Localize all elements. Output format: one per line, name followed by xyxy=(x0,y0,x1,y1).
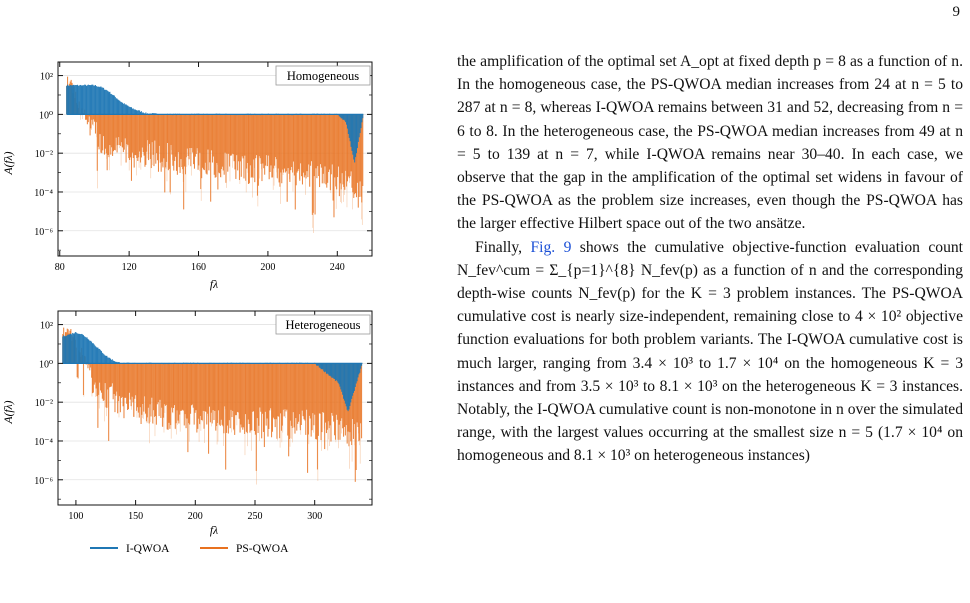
series-ps-qwoa xyxy=(66,76,364,234)
y-axis-label: A(fλ) xyxy=(3,151,15,175)
paragraph-rest: shows the cumulative objective-function … xyxy=(457,238,963,465)
panel-homogeneous: 10² 10⁰ 10⁻² 10⁻⁴ 10⁻⁶ 80 120 160 200 240 Homogen… xyxy=(3,61,373,291)
x-tick-label: 250 xyxy=(247,511,262,522)
x-tick-label: 120 xyxy=(122,262,137,273)
x-tick-label: 100 xyxy=(68,511,83,522)
series-ps-qwoa xyxy=(62,327,363,485)
body-text: the amplification of the optimal set A_o… xyxy=(457,50,963,468)
paragraph-amplification: the amplification of the optimal set A_o… xyxy=(457,53,963,233)
y-axis-label: A(fλ) xyxy=(3,400,15,424)
page-number: 9 xyxy=(952,4,961,20)
figure-reference-link[interactable]: Fig. 9 xyxy=(530,238,572,256)
figure-svg: 10² 10⁰ 10⁻² 10⁻⁴ 10⁻⁶ 80 120 160 200 240 Homogen… xyxy=(3,61,373,555)
y-tick-label: 10⁻⁴ xyxy=(34,188,53,199)
legend: I-QWOA PS-QWOA xyxy=(90,543,289,555)
y-tick-label: 10⁻⁶ xyxy=(34,476,53,487)
legend-label-i-qwoa: I-QWOA xyxy=(126,543,170,555)
panel-label-box xyxy=(275,65,371,86)
y-tick-label: 10⁻⁴ xyxy=(34,437,53,448)
x-tick-label: 300 xyxy=(307,511,322,522)
panel-frame xyxy=(57,310,373,506)
paragraph-evaluation-count: Finally, Fig. 9 shows the cumulative obj… xyxy=(457,236,963,468)
x-tick-label: 150 xyxy=(128,511,143,522)
y-tick-label: 10⁻² xyxy=(35,398,53,409)
axis-ticks: 10² 10⁰ 10⁻² 10⁻⁴ 10⁻⁶ 80 120 160 200 240 xyxy=(34,62,372,273)
x-tick-label: 240 xyxy=(330,262,345,273)
legend-label-ps-qwoa: PS-QWOA xyxy=(236,543,289,555)
x-axis-label: fλ xyxy=(210,279,218,291)
y-tick-label: 10⁰ xyxy=(39,110,53,121)
series-i-qwoa xyxy=(66,84,364,163)
series-i-qwoa xyxy=(62,332,363,412)
x-tick-label: 80 xyxy=(55,262,65,273)
axis-ticks: 10² 10⁰ 10⁻² 10⁻⁴ 10⁻⁶ 100 150 200 250 300 xyxy=(34,311,372,522)
y-tick-label: 10² xyxy=(40,72,53,83)
y-tick-label: 10² xyxy=(40,321,53,332)
panel-heterogeneous: 10² 10⁰ 10⁻² 10⁻⁴ 10⁻⁶ 100 150 200 250 300 Hetero… xyxy=(3,310,373,537)
y-tick-label: 10⁻⁶ xyxy=(34,227,53,238)
paragraph-start: Finally, xyxy=(475,238,531,256)
panel-frame xyxy=(57,61,373,257)
y-tick-label: 10⁰ xyxy=(39,359,53,370)
panel-label: Heterogeneous xyxy=(286,318,361,332)
figure: 10² 10⁰ 10⁻² 10⁻⁴ 10⁻⁶ 80 120 160 200 240 Homogen… xyxy=(0,0,440,598)
panel-label-box xyxy=(275,314,371,335)
x-axis-label: fλ xyxy=(210,525,218,537)
y-tick-label: 10⁻² xyxy=(35,149,53,160)
x-tick-label: 200 xyxy=(260,262,275,273)
x-tick-label: 160 xyxy=(191,262,206,273)
x-tick-label: 200 xyxy=(188,511,203,522)
panel-label: Homogeneous xyxy=(287,69,359,83)
